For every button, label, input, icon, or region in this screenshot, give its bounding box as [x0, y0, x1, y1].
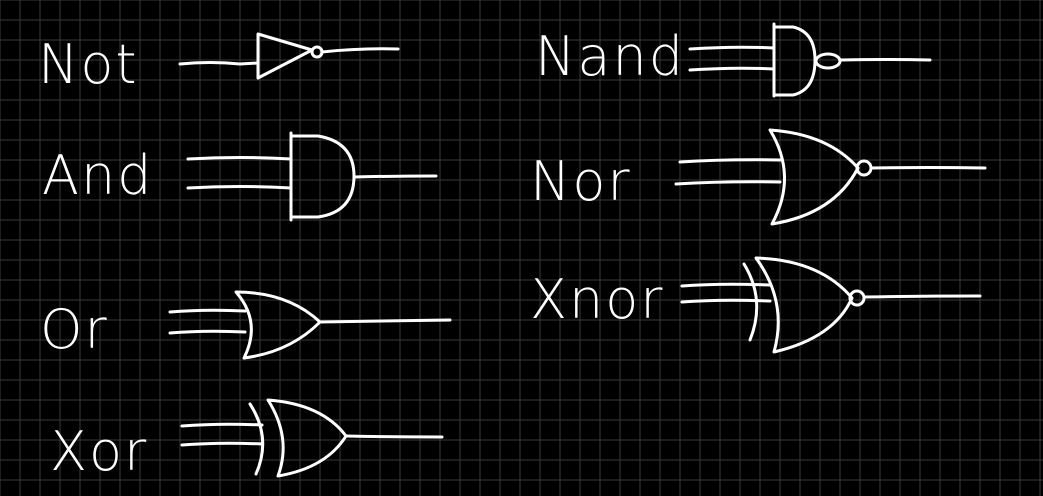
- gate-nand: Nand: [535, 22, 932, 98]
- nor-gate-symbol: [674, 128, 987, 226]
- xor-gate-symbol: [180, 398, 444, 478]
- or-gate-symbol: [168, 290, 452, 360]
- gate-not: Not: [38, 32, 400, 96]
- gate-xor: Xor: [50, 398, 444, 483]
- gate-and: And: [42, 131, 438, 222]
- gate-xnor: Xnor: [530, 256, 982, 354]
- gate-label-nand: Nand: [535, 25, 685, 88]
- gate-nor: Nor: [530, 128, 987, 226]
- nand-gate-symbol: [688, 22, 932, 98]
- xnor-gate-symbol: [680, 256, 982, 354]
- gate-or: Or: [40, 290, 452, 361]
- gate-label-and: And: [42, 144, 153, 207]
- gate-label-or: Or: [40, 298, 109, 361]
- and-gate-symbol: [186, 131, 438, 222]
- gate-label-not: Not: [38, 33, 139, 96]
- gate-label-nor: Nor: [530, 150, 632, 213]
- gate-label-xor: Xor: [50, 420, 148, 483]
- not-gate-symbol: [178, 32, 400, 80]
- gate-label-xnor: Xnor: [530, 268, 664, 331]
